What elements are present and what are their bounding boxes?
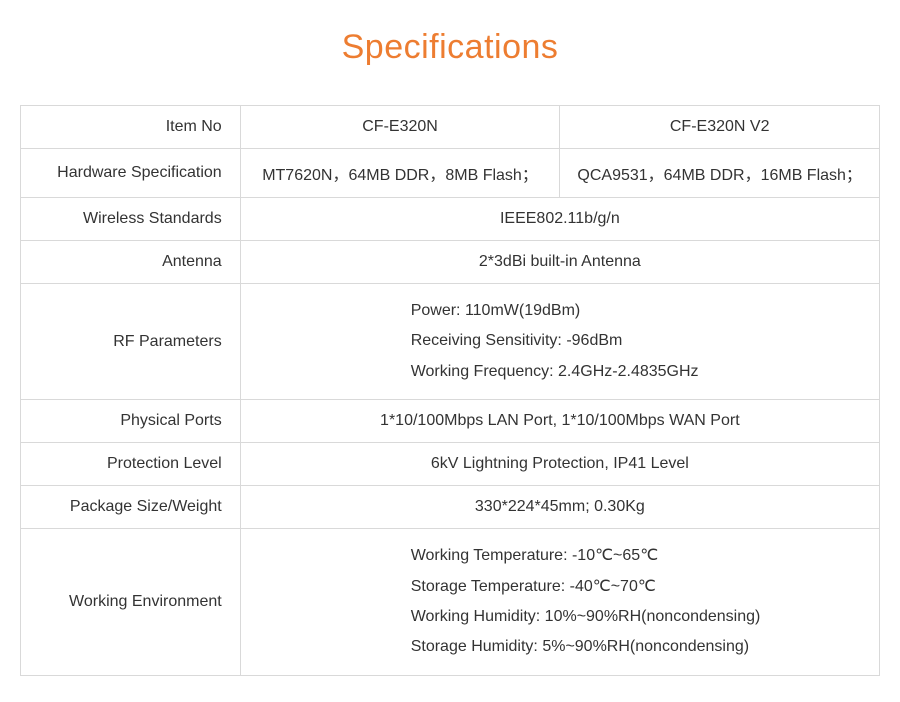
spec-value-line: Storage Humidity: 5%~90%RH(noncondensing…	[411, 632, 865, 662]
table-row: Working EnvironmentWorking Temperature: …	[21, 529, 880, 676]
spec-value: CF-E320N V2	[560, 106, 880, 149]
spec-label: Item No	[21, 106, 241, 149]
table-row: Package Size/Weight330*224*45mm; 0.30Kg	[21, 486, 880, 529]
spec-value-line: Working Temperature: -10℃~65℃	[411, 541, 865, 571]
spec-value: CF-E320N	[240, 106, 560, 149]
spec-label: RF Parameters	[21, 284, 241, 400]
spec-value: 6kV Lightning Protection, IP41 Level	[240, 443, 879, 486]
spec-label: Working Environment	[21, 529, 241, 676]
spec-value: 1*10/100Mbps LAN Port, 1*10/100Mbps WAN …	[240, 400, 879, 443]
spec-value: QCA9531，64MB DDR，16MB Flash；	[560, 149, 880, 198]
table-row: Item NoCF-E320NCF-E320N V2	[21, 106, 880, 149]
page-title: Specifications	[0, 0, 900, 105]
spec-value-line: Working Humidity: 10%~90%RH(noncondensin…	[411, 602, 865, 632]
spec-label: Protection Level	[21, 443, 241, 486]
spec-value: Power: 110mW(19dBm)Receiving Sensitivity…	[240, 284, 879, 400]
spec-value-line: Power: 110mW(19dBm)	[411, 296, 865, 326]
table-row: Hardware SpecificationMT7620N，64MB DDR，8…	[21, 149, 880, 198]
spec-label: Physical Ports	[21, 400, 241, 443]
specifications-tbody: Item NoCF-E320NCF-E320N V2Hardware Speci…	[21, 106, 880, 676]
table-row: RF ParametersPower: 110mW(19dBm)Receivin…	[21, 284, 880, 400]
spec-value: Working Temperature: -10℃~65℃Storage Tem…	[240, 529, 879, 676]
spec-label: Hardware Specification	[21, 149, 241, 198]
spec-value-line: Working Frequency: 2.4GHz-2.4835GHz	[411, 357, 865, 387]
spec-value: IEEE802.11b/g/n	[240, 198, 879, 241]
table-row: Protection Level6kV Lightning Protection…	[21, 443, 880, 486]
spec-label: Package Size/Weight	[21, 486, 241, 529]
spec-label: Wireless Standards	[21, 198, 241, 241]
specifications-table: Item NoCF-E320NCF-E320N V2Hardware Speci…	[20, 105, 880, 676]
spec-label: Antenna	[21, 241, 241, 284]
spec-value-line: Storage Temperature: -40℃~70℃	[411, 572, 865, 602]
spec-value: MT7620N，64MB DDR，8MB Flash；	[240, 149, 560, 198]
table-row: Antenna2*3dBi built-in Antenna	[21, 241, 880, 284]
spec-value: 330*224*45mm; 0.30Kg	[240, 486, 879, 529]
spec-value: 2*3dBi built-in Antenna	[240, 241, 879, 284]
spec-value-line: Receiving Sensitivity: -96dBm	[411, 326, 865, 356]
table-row: Physical Ports1*10/100Mbps LAN Port, 1*1…	[21, 400, 880, 443]
table-row: Wireless StandardsIEEE802.11b/g/n	[21, 198, 880, 241]
